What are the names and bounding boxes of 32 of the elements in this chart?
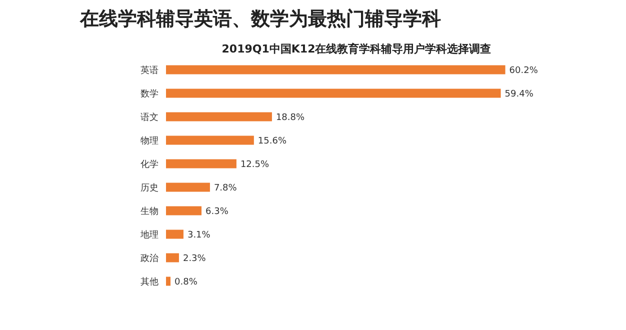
data-label: 15.6%	[258, 136, 287, 146]
data-label: 7.8%	[214, 183, 238, 194]
y-tick-label: 物理	[140, 135, 158, 146]
data-label: 2.3%	[182, 254, 206, 264]
y-tick-label: 生物	[140, 206, 158, 217]
bar	[166, 276, 171, 286]
y-tick-label: 地理	[140, 229, 158, 240]
y-tick-label: 政治	[140, 252, 158, 264]
bar	[166, 112, 272, 122]
bar	[166, 136, 254, 145]
chart-title: 在线学科辅导英语、数学为最热门辅导学科	[79, 8, 441, 30]
data-label: 12.5%	[240, 160, 270, 170]
y-tick-label: 数学	[140, 88, 158, 100]
bar	[166, 182, 210, 192]
data-label: 3.1%	[187, 230, 211, 240]
y-tick-label: 英语	[140, 64, 158, 76]
y-tick-label: 语文	[140, 112, 158, 123]
y-tick-label: 其他	[140, 276, 158, 288]
data-label: 18.8%	[276, 112, 305, 123]
data-label: 6.3%	[206, 206, 229, 217]
y-tick-label: 化学	[140, 158, 158, 170]
bar	[166, 159, 236, 168]
bar	[166, 206, 202, 216]
bar	[166, 253, 179, 262]
data-label: 60.2%	[509, 66, 538, 76]
bar	[166, 65, 506, 74]
y-tick-label: 历史	[140, 182, 158, 194]
chart-subtitle: 2019Q1中国K12在线教育学科辅导用户学科选择调查	[222, 42, 492, 56]
data-label: 59.4%	[504, 89, 534, 100]
bar	[166, 230, 184, 239]
data-label: 0.8%	[174, 277, 198, 288]
bar	[166, 88, 501, 98]
